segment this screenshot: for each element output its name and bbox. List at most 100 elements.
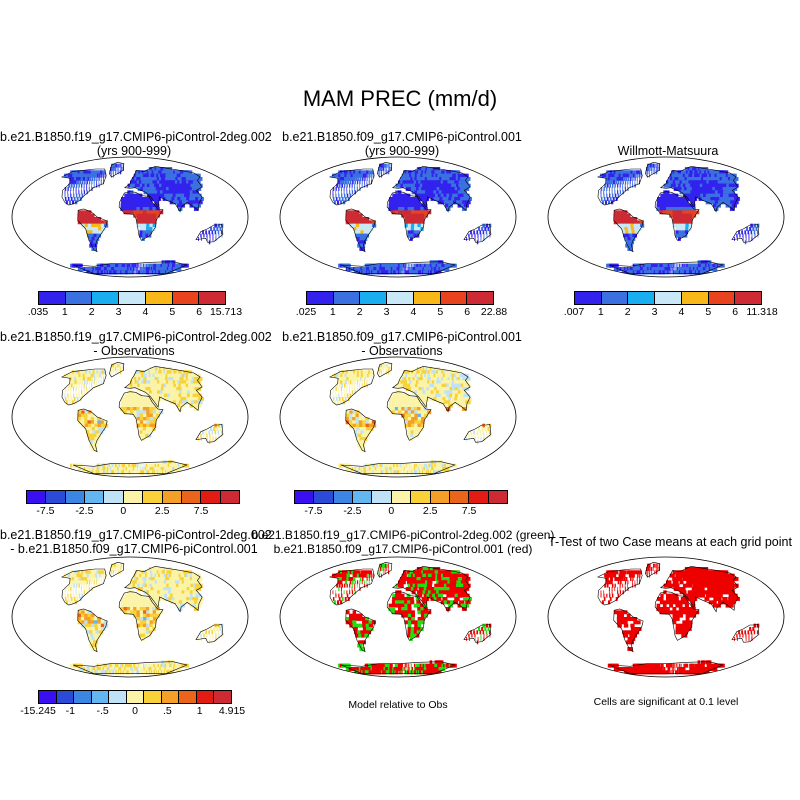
grid-cell	[136, 620, 141, 625]
grid-cell	[611, 183, 614, 188]
grid-cell	[134, 377, 138, 381]
grid-cell	[711, 193, 717, 198]
grid-cell	[75, 593, 78, 598]
grid-cell	[663, 190, 667, 195]
grid-cell	[113, 170, 114, 175]
grid-cell	[360, 173, 364, 178]
grid-cell	[144, 267, 147, 271]
grid-cell	[134, 467, 136, 471]
grid-cell	[138, 193, 143, 198]
grid-cell	[78, 593, 81, 598]
grid-cell	[78, 210, 82, 215]
grid-cell	[195, 393, 202, 398]
grid-cell	[627, 223, 632, 228]
grid-cell	[83, 587, 85, 591]
grid-cell	[81, 193, 84, 198]
grid-cell	[133, 607, 138, 611]
grid-cell	[371, 173, 373, 178]
grid-cell	[682, 217, 687, 221]
grid-cell	[617, 193, 620, 198]
grid-cell	[485, 223, 489, 228]
grid-cell	[174, 197, 180, 201]
grid-cell	[137, 173, 141, 178]
grid-cell	[103, 370, 106, 375]
grid-cell	[131, 467, 134, 471]
grid-cell	[116, 163, 119, 168]
grid-cell	[143, 213, 147, 218]
grid-cell	[413, 187, 418, 191]
grid-cell	[394, 210, 399, 215]
grid-cell	[633, 220, 638, 225]
grid-cell	[359, 447, 365, 451]
grid-cell	[630, 177, 632, 181]
grid-cell	[415, 267, 418, 271]
grid-cell	[400, 270, 402, 275]
grid-cell	[128, 670, 131, 675]
grid-cell	[142, 603, 147, 608]
grid-cell	[80, 217, 85, 221]
grid-cell	[65, 600, 68, 605]
grid-cell	[124, 467, 127, 471]
grid-cell	[612, 177, 616, 181]
grid-cell	[389, 367, 391, 371]
grid-cell	[755, 227, 758, 231]
grid-cell	[146, 383, 152, 388]
grid-cell	[407, 470, 410, 475]
grid-cell	[84, 623, 90, 628]
grid-cell	[387, 163, 389, 168]
grid-cell	[105, 573, 107, 578]
grid-cell	[396, 267, 399, 271]
grid-cell	[90, 620, 95, 625]
grid-cell	[99, 573, 101, 578]
grid-cell	[78, 393, 81, 398]
grid-cell	[126, 663, 130, 668]
grid-cell	[103, 577, 104, 581]
grid-cell	[674, 180, 679, 185]
grid-cell	[418, 567, 424, 571]
grid-cell	[94, 170, 98, 175]
grid-cell	[93, 640, 98, 645]
grid-cell	[68, 200, 72, 205]
grid-cell	[380, 563, 383, 568]
grid-cell	[74, 373, 79, 378]
grid-cell	[680, 183, 685, 188]
grid-cell	[405, 173, 409, 178]
grid-cell	[678, 267, 680, 271]
grid-cell	[678, 227, 683, 231]
grid-cell	[194, 587, 202, 591]
grid-cell	[412, 383, 417, 388]
grid-cell	[697, 260, 701, 265]
grid-cell	[672, 270, 674, 275]
grid-cell	[340, 387, 342, 391]
grid-cell	[367, 573, 369, 578]
grid-cell	[417, 183, 422, 188]
grid-cell	[103, 573, 105, 578]
grid-cell	[177, 207, 183, 211]
grid-cell	[97, 417, 102, 421]
grid-cell	[144, 397, 149, 401]
grid-cell	[341, 383, 344, 388]
grid-cell	[143, 667, 146, 671]
grid-cell	[366, 180, 368, 185]
grid-cell	[148, 203, 153, 208]
grid-cell	[687, 190, 693, 195]
grid-cell	[609, 263, 619, 268]
grid-cell	[367, 173, 369, 178]
grid-cell	[362, 420, 367, 425]
grid-cell	[136, 200, 141, 205]
grid-cell	[748, 237, 750, 241]
grid-cell	[70, 183, 73, 188]
grid-cell	[96, 173, 99, 178]
grid-cell	[131, 663, 134, 668]
grid-cell	[355, 220, 360, 225]
grid-cell	[338, 393, 340, 398]
grid-cell	[342, 373, 347, 378]
grid-cell	[335, 387, 337, 391]
grid-cell	[143, 217, 147, 221]
grid-cell	[332, 387, 335, 391]
grid-cell	[366, 570, 369, 575]
grid-cell	[96, 583, 98, 588]
grid-cell	[407, 417, 412, 421]
grid-cell	[93, 180, 95, 185]
grid-cell	[96, 177, 98, 181]
